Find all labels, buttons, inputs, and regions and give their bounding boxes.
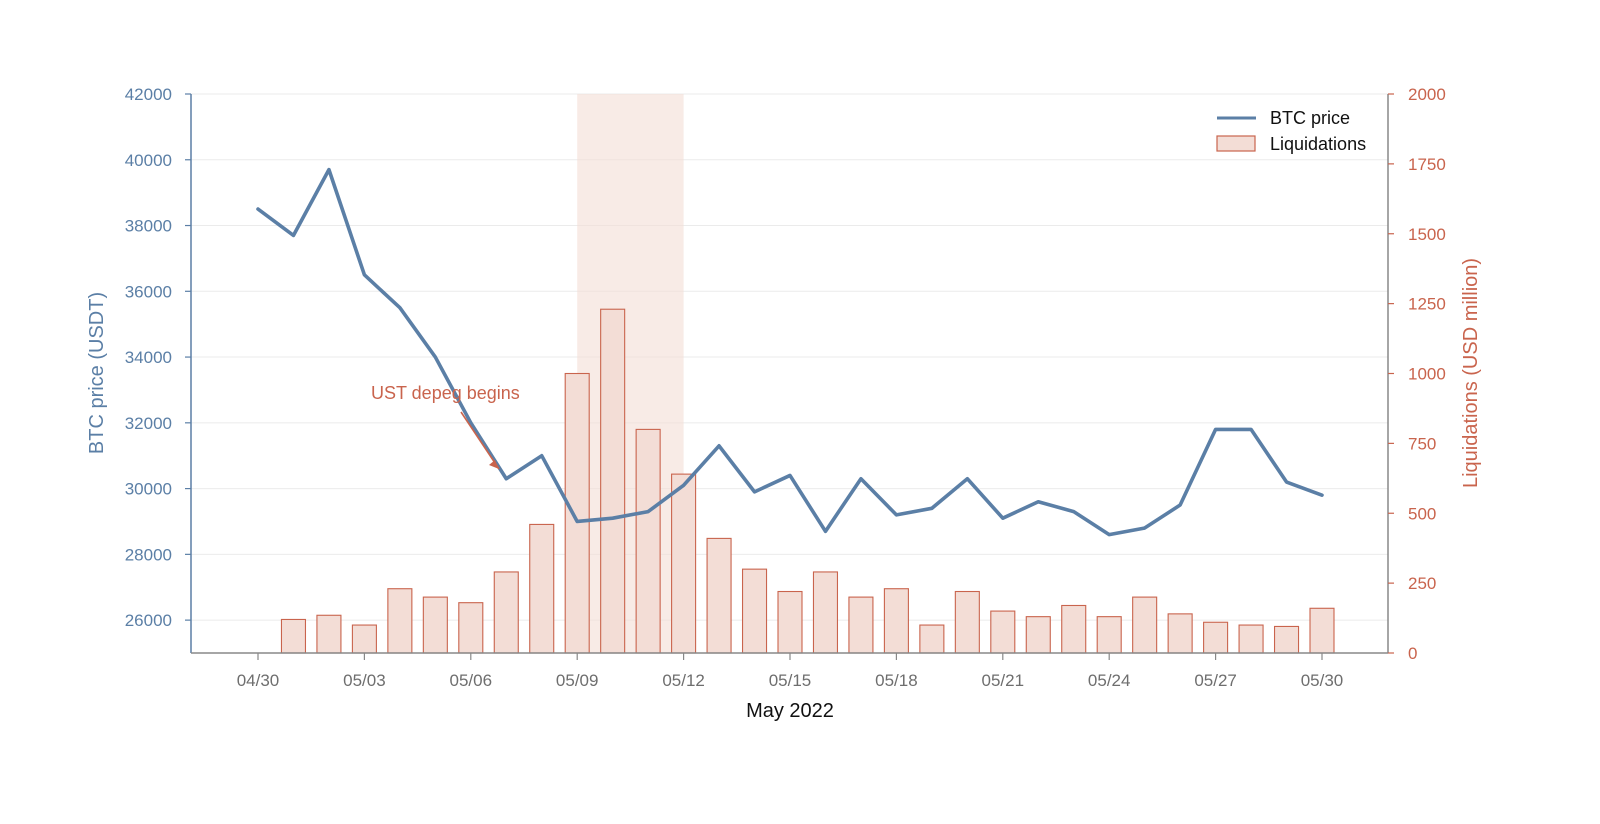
right-tick-label: 2000 — [1408, 85, 1446, 104]
bar-liquidations — [777, 590, 803, 654]
bar-liquidations — [387, 588, 413, 654]
bar-liquidations — [600, 308, 626, 654]
x-tick-label: 05/24 — [1088, 671, 1131, 690]
x-tick-label: 05/18 — [875, 671, 918, 690]
annotation-arrow — [460, 411, 500, 470]
x-axis-label: May 2022 — [746, 700, 834, 722]
right-tick-label: 250 — [1408, 574, 1436, 593]
bar-liquidations — [990, 610, 1016, 654]
bar-liquidations — [529, 523, 555, 654]
left-tick-label: 32000 — [125, 414, 172, 433]
bar-liquidations — [458, 602, 484, 654]
bar-liquidations — [954, 590, 980, 654]
right-tick-label: 500 — [1408, 504, 1436, 523]
legend: BTC price Liquidations — [1216, 108, 1366, 154]
left-tick-label: 42000 — [125, 85, 172, 104]
left-tick-label: 40000 — [125, 151, 172, 170]
x-tick-label: 05/21 — [982, 671, 1025, 690]
x-axis-ticks: 04/30 05/03 05/06 05/09 05/12 05/15 05/18 05/21… — [237, 653, 1344, 690]
right-axis-ticks: 0 250 500 750 1000 1250 1500 1750 2000 — [1388, 85, 1446, 663]
bar-liquidations — [351, 624, 377, 654]
x-tick-label: 05/06 — [450, 671, 493, 690]
bar-liquidations — [1273, 625, 1300, 654]
x-tick-label: 04/30 — [237, 671, 280, 690]
annotation: UST depeg begins — [371, 383, 520, 470]
bar-liquidations — [1132, 596, 1158, 654]
left-tick-label: 38000 — [125, 217, 172, 236]
highlight-span — [577, 94, 684, 653]
annotation-arrowhead — [489, 460, 499, 469]
left-tick-label: 36000 — [125, 282, 172, 301]
bar-series-liquidations — [280, 308, 1335, 654]
bar-liquidations — [741, 568, 768, 654]
bar-liquidations — [564, 372, 590, 654]
x-tick-label: 05/30 — [1301, 671, 1344, 690]
x-tick-label: 05/09 — [556, 671, 599, 690]
right-tick-label: 1000 — [1408, 365, 1446, 384]
left-axis-ticks: 26000 28000 30000 32000 34000 36000 38000 40000… — [125, 85, 191, 630]
bar-liquidations — [812, 571, 839, 654]
gridlines — [191, 93, 1388, 621]
bar-liquidations — [493, 571, 519, 654]
legend-label-liquidations: Liquidations — [1270, 134, 1366, 154]
bar-liquidations — [280, 618, 307, 654]
right-tick-label: 0 — [1408, 644, 1417, 663]
right-tick-label: 1500 — [1408, 225, 1446, 244]
bar-liquidations — [422, 596, 448, 654]
x-tick-label: 05/27 — [1194, 671, 1237, 690]
right-tick-label: 1250 — [1408, 295, 1446, 314]
right-axis-label: Liquidations (USD million) — [1460, 258, 1482, 488]
bar-liquidations — [1203, 621, 1229, 654]
bar-liquidations — [671, 473, 697, 654]
annotation-text: UST depeg begins — [371, 383, 520, 403]
bar-liquidations — [1238, 624, 1264, 654]
left-axis-label: BTC price (USDT) — [86, 292, 108, 454]
x-tick-label: 05/15 — [769, 671, 812, 690]
legend-label-btc-price: BTC price — [1270, 108, 1350, 128]
left-tick-label: 28000 — [125, 545, 172, 564]
x-tick-label: 05/12 — [662, 671, 705, 690]
right-tick-label: 750 — [1408, 434, 1436, 453]
bar-liquidations — [635, 428, 661, 654]
bar-liquidations — [1096, 616, 1122, 654]
left-tick-label: 26000 — [125, 611, 172, 630]
axes — [190, 94, 1389, 654]
left-tick-label: 30000 — [125, 480, 172, 499]
bar-liquidations — [883, 588, 909, 654]
bar-liquidations — [706, 537, 732, 654]
bar-liquidations — [919, 624, 945, 654]
left-tick-label: 34000 — [125, 348, 172, 367]
bar-liquidations — [1025, 616, 1051, 654]
bar-liquidations — [1309, 607, 1335, 654]
right-tick-label: 1750 — [1408, 155, 1446, 174]
line-series-btc-price — [256, 167, 1324, 537]
x-tick-label: 05/03 — [343, 671, 386, 690]
bar-liquidations — [1061, 604, 1087, 654]
bar-liquidations — [848, 596, 874, 654]
legend-bar-swatch — [1216, 135, 1256, 152]
bar-liquidations — [1167, 613, 1193, 654]
bar-liquidations — [316, 614, 342, 654]
